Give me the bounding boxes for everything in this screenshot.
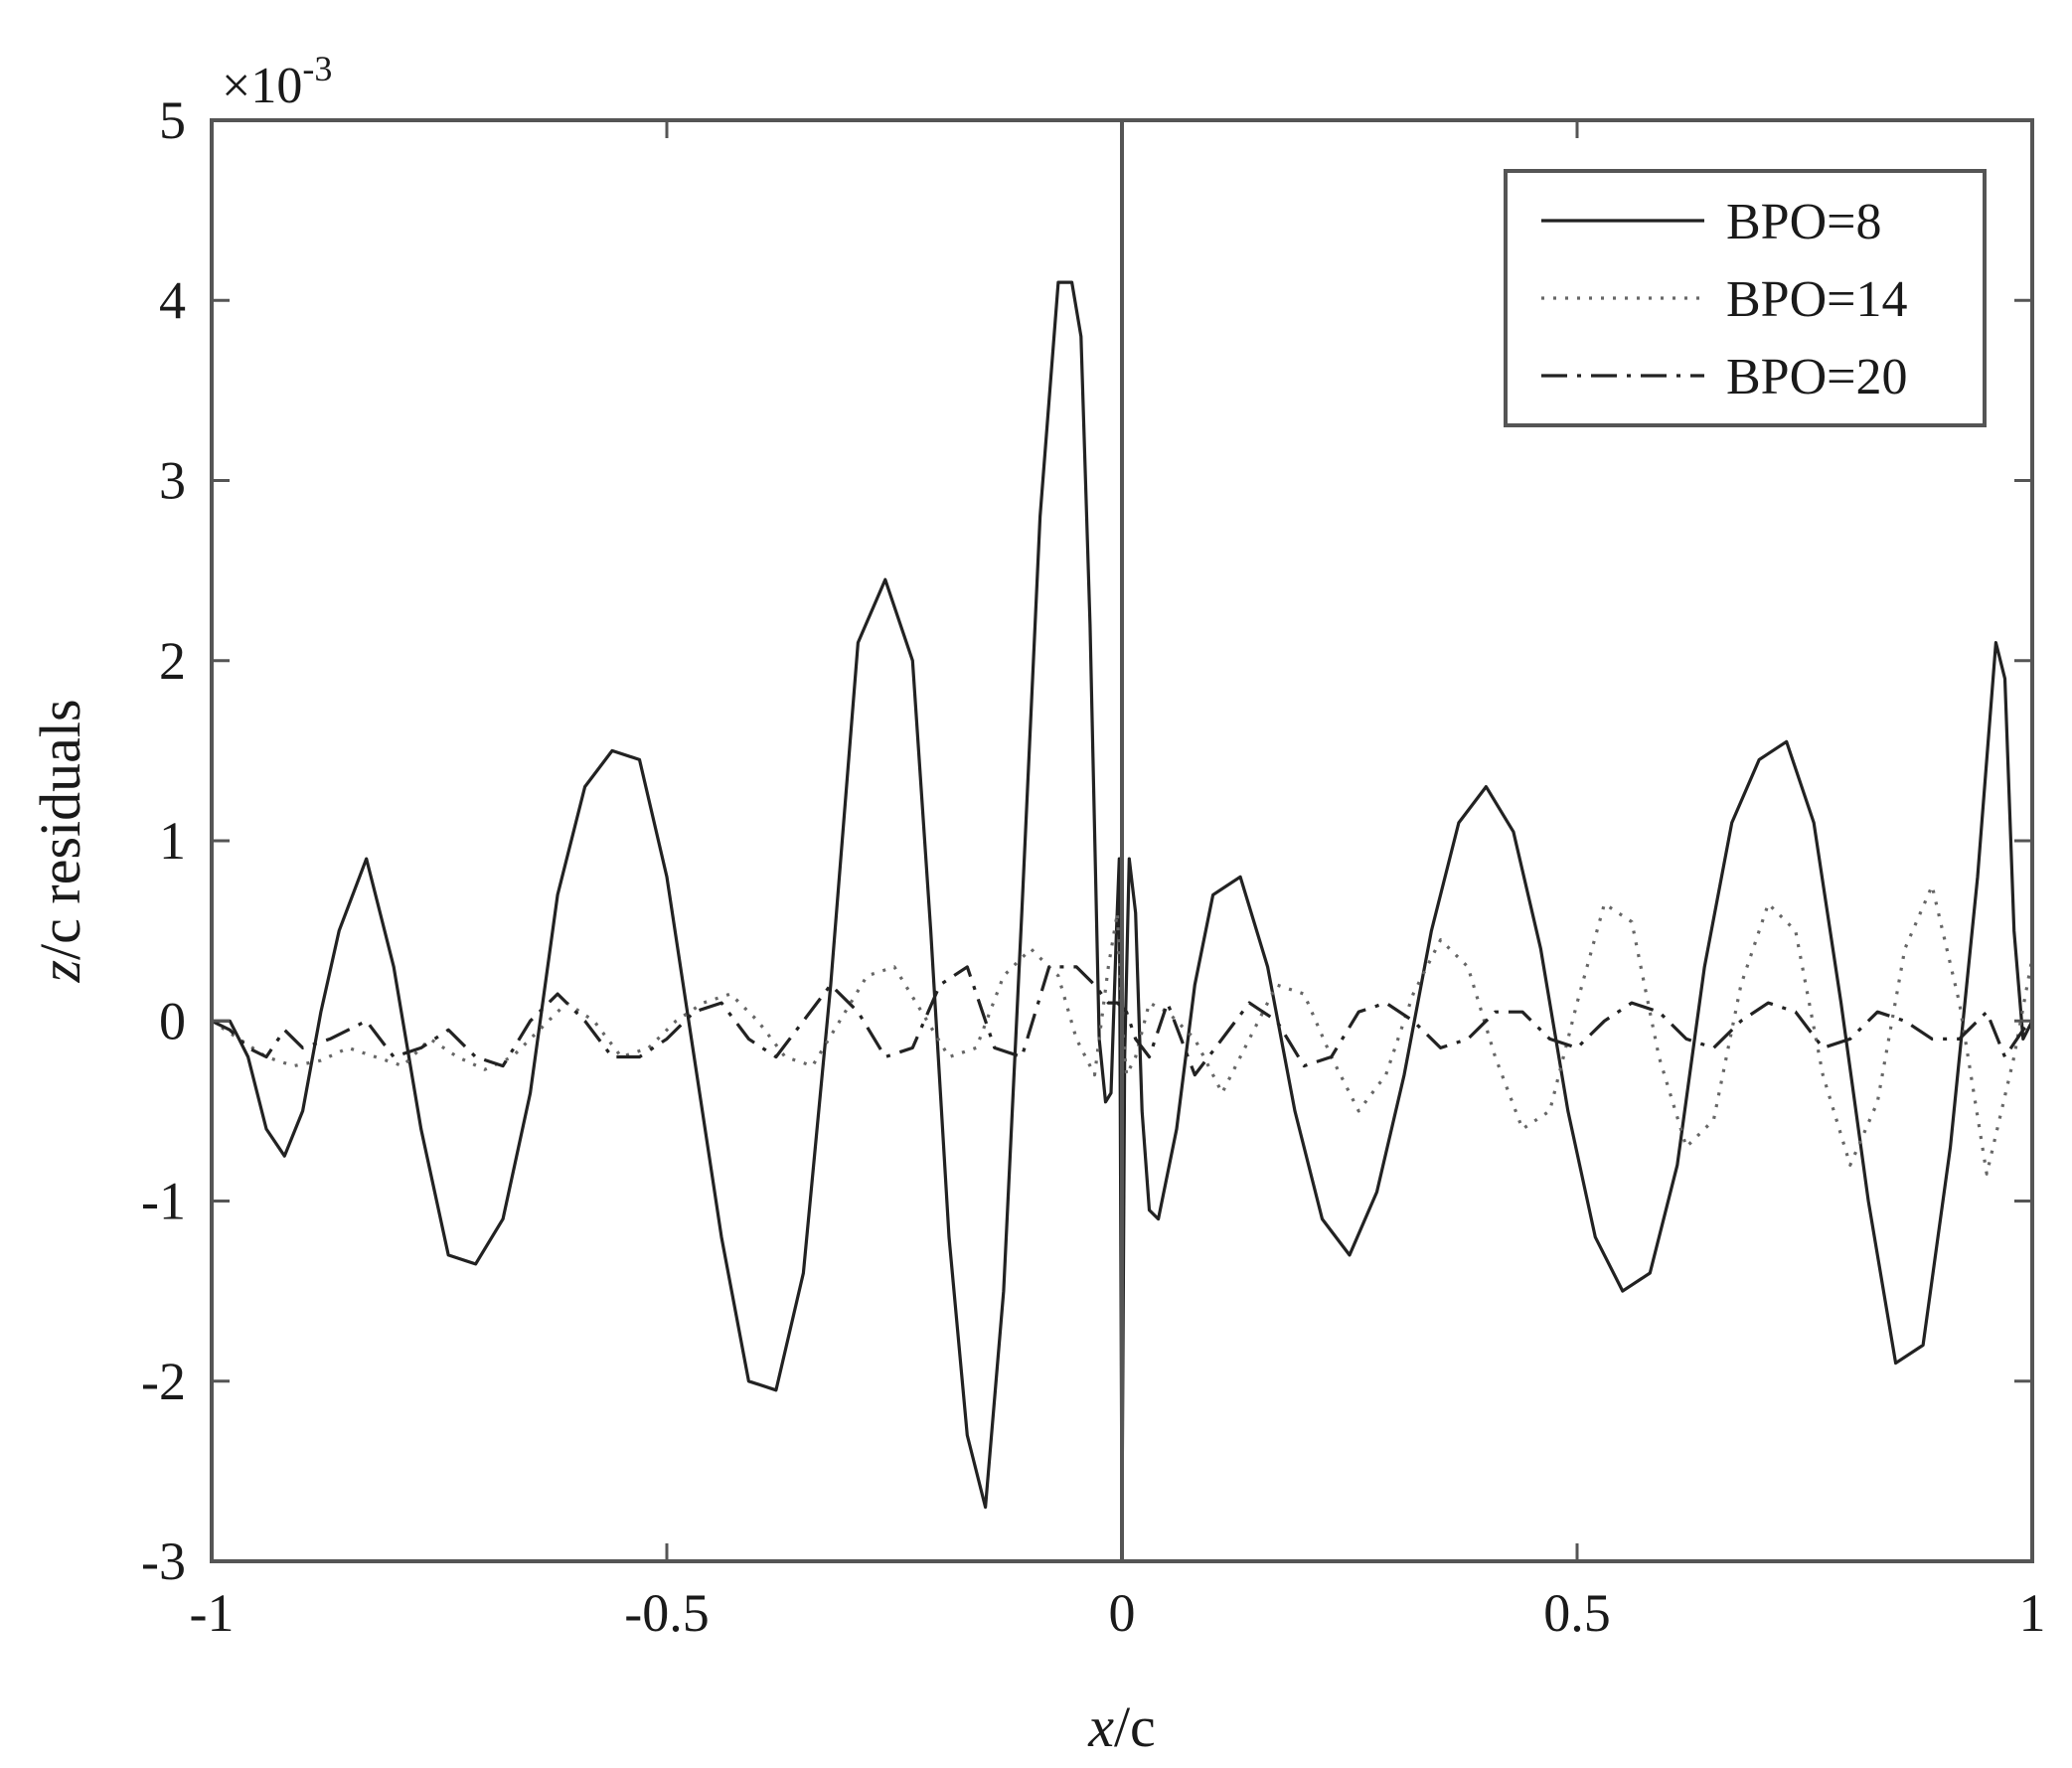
tick-labels-layer: -1 -0.5 0 0.5 1 -3 -2 -1 0 1 2 3 4 5 [141,90,2045,1643]
y-tick-label: 4 [159,270,186,330]
y-multiplier-base: ×10 [222,58,302,114]
legend-label-bpo-8: BPO=8 [1726,194,1881,250]
y-axis-title-rest: /c residuals [28,699,92,960]
series-line-bpo-8 [212,280,2034,1527]
legend-label-bpo-14: BPO=14 [1726,271,1907,328]
y-tick-label: -3 [141,1531,186,1591]
x-axis-title-rest: /c [1114,1694,1156,1759]
y-axis-multiplier: ×10-3 [222,49,332,114]
y-tick-label: 2 [159,631,186,691]
legend: BPO=8 BPO=14 BPO=20 [1504,169,1987,427]
y-tick-label: 3 [159,451,186,511]
y-tick-label: 1 [159,811,186,871]
x-tick-label: -0.5 [624,1583,709,1643]
legend-box [1504,169,1987,427]
y-tick-label: -1 [141,1172,186,1231]
y-tick-label: 5 [159,90,186,150]
x-tick-label: -1 [190,1583,235,1643]
y-tick-label: 0 [159,991,186,1050]
y-tick-label: -2 [141,1352,186,1411]
y-axis-title: z/c residuals [28,699,92,983]
y-multiplier-exponent: -3 [302,49,332,88]
x-tick-label: 0.5 [1543,1583,1611,1643]
ticks-layer [210,118,2034,1563]
y-axis-title-italic: z [28,960,92,984]
x-tick-label: 1 [2019,1583,2046,1643]
x-tick-label: 0 [1109,1583,1136,1643]
x-axis-title: x/c [1087,1694,1156,1759]
x-axis-title-italic: x [1087,1694,1114,1759]
legend-label-bpo-20: BPO=20 [1726,349,1907,405]
